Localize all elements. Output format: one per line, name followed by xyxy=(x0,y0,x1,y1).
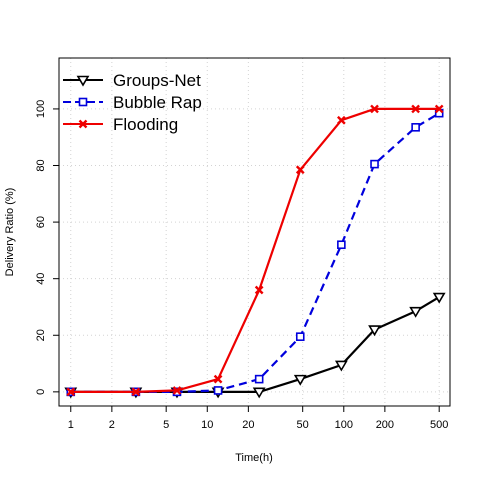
y-tick-label: 0 xyxy=(35,389,47,395)
legend-item: Groups-Net xyxy=(63,71,201,90)
data-point xyxy=(254,285,264,295)
data-point xyxy=(370,104,379,114)
x-tick-label: 5 xyxy=(163,419,169,431)
data-point xyxy=(295,165,305,175)
legend: Groups-Net Bubble Rap Flooding xyxy=(63,71,202,134)
legend-label: Flooding xyxy=(113,115,178,134)
x-tick-label: 2 xyxy=(109,419,115,431)
plot-frame xyxy=(58,57,451,407)
legend-marker xyxy=(78,97,88,107)
data-point xyxy=(252,387,266,399)
data-point xyxy=(337,115,346,125)
data-point xyxy=(337,240,346,250)
series-flooding xyxy=(66,104,444,397)
data-point xyxy=(411,123,420,132)
x-tick-label: 500 xyxy=(430,419,448,431)
data-point xyxy=(334,360,348,372)
legend-item: Bubble Rap xyxy=(63,93,202,112)
data-point xyxy=(66,387,76,397)
data-point xyxy=(213,374,223,384)
y-tick-label: 60 xyxy=(35,216,47,228)
data-point xyxy=(434,104,444,114)
y-tick-label: 40 xyxy=(35,273,47,285)
data-point xyxy=(131,387,141,397)
x-axis: 1 2 5 10 20 50 100 200 500 xyxy=(68,406,448,431)
x-axis-title: Time(h) xyxy=(235,452,272,464)
series-bubble-rap xyxy=(66,108,444,397)
x-tick-label: 100 xyxy=(335,419,353,431)
data-point xyxy=(411,104,420,114)
data-point xyxy=(409,306,423,318)
x-tick-label: 20 xyxy=(242,419,254,431)
data-point xyxy=(172,386,182,395)
data-point xyxy=(368,325,381,337)
legend-marker xyxy=(78,119,88,129)
y-tick-label: 20 xyxy=(35,329,47,341)
legend-label: Groups-Net xyxy=(113,71,201,90)
legend-marker xyxy=(76,75,90,87)
series-layer xyxy=(64,104,446,399)
x-tick-label: 10 xyxy=(201,419,213,431)
data-point xyxy=(254,374,264,384)
x-tick-label: 1 xyxy=(68,419,74,431)
data-point xyxy=(432,292,446,304)
x-tick-label: 50 xyxy=(297,419,309,431)
data-point xyxy=(295,332,305,341)
data-point xyxy=(293,374,307,386)
legend-item: Flooding xyxy=(63,115,178,134)
data-point xyxy=(213,386,223,395)
series-line xyxy=(70,112,440,393)
y-axis-title: Delivery Ratio (%) xyxy=(4,188,16,277)
legend-label: Bubble Rap xyxy=(113,93,202,112)
y-tick-label: 100 xyxy=(35,100,47,118)
y-tick-label: 80 xyxy=(35,159,47,171)
y-axis: 0 20 40 60 80 100 xyxy=(35,100,59,395)
data-point xyxy=(370,159,379,169)
x-tick-label: 200 xyxy=(376,419,394,431)
series-line xyxy=(70,107,440,393)
